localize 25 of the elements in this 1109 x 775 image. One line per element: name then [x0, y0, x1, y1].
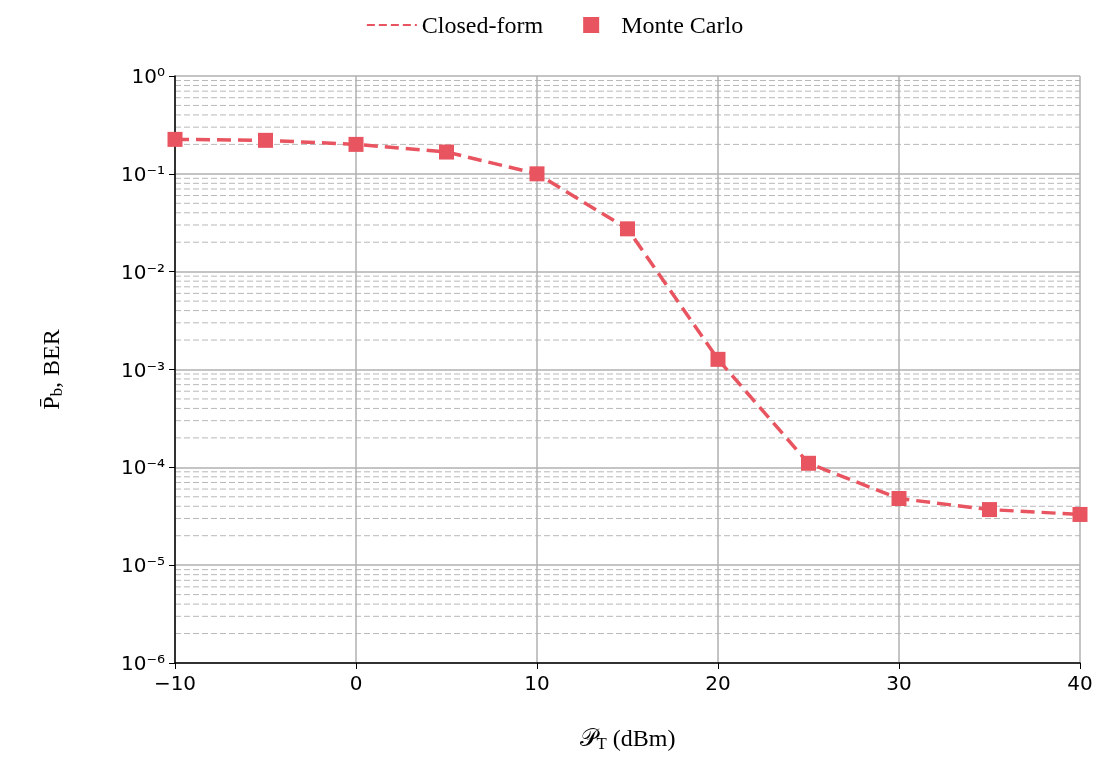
x-tick-label: 10: [524, 671, 550, 695]
y-tick-label: 10⁻⁵: [120, 553, 165, 578]
point: [167, 131, 183, 147]
legend-label: Closed-form: [421, 12, 544, 38]
x-tick-label: 20: [705, 671, 731, 695]
y-tick-label: 10⁰: [131, 64, 165, 88]
x-tick-label: 30: [886, 671, 912, 695]
point: [982, 502, 997, 518]
point: [439, 144, 454, 160]
point: [891, 491, 907, 507]
x-tick-label: 0: [349, 671, 363, 695]
x-tick-label: 40: [1067, 671, 1093, 695]
legend-label: Monte Carlo: [621, 12, 744, 38]
y-tick-label: 10⁻²: [120, 259, 165, 284]
y-tick-label: 10⁻³: [120, 357, 165, 382]
y-tick-label: 10⁻¹: [120, 161, 165, 186]
y-tick-label: 10⁻⁴: [120, 455, 165, 480]
point: [348, 136, 364, 152]
point: [801, 455, 816, 471]
point: [258, 132, 273, 148]
point: [529, 166, 545, 182]
point: [710, 351, 726, 367]
point: [1072, 506, 1088, 522]
y-axis-title: P̄b, BER: [37, 329, 66, 410]
point: [620, 221, 635, 237]
